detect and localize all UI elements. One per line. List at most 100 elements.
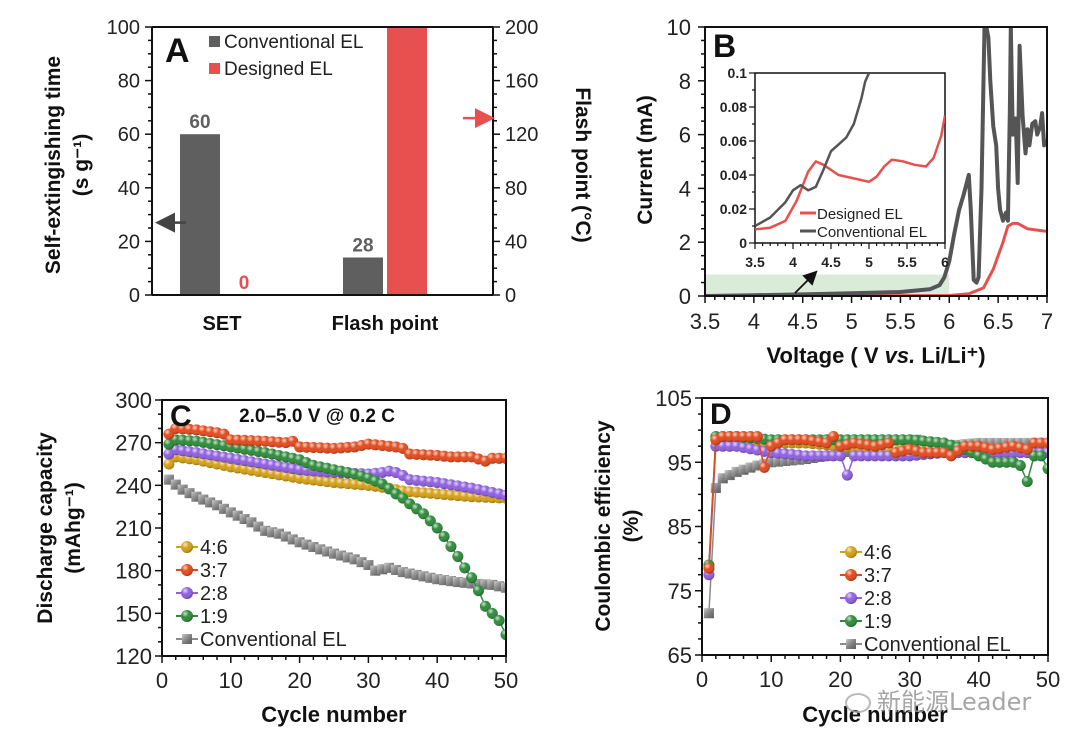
y-tick-label: 0 — [679, 284, 691, 309]
data-point-shade — [731, 466, 742, 477]
inset-x-tick-label: 5.5 — [897, 254, 917, 270]
series-line-conventional-el — [705, 27, 1047, 296]
inset-y-tick-label: 0.04 — [720, 167, 747, 183]
data-point-shade — [821, 437, 833, 449]
data-point-shade — [315, 544, 326, 555]
legend-label: 4:6 — [864, 542, 892, 564]
data-point-shade — [232, 510, 243, 521]
data-point-shade — [445, 540, 457, 552]
x-tick-label: 40 — [425, 668, 449, 693]
inset-legend-label: Conventional EL — [817, 224, 927, 241]
legend-label: 1:9 — [200, 606, 228, 628]
data-point-shade — [472, 585, 484, 597]
legend-swatch-shade — [181, 564, 193, 576]
panel-label-d: D — [710, 398, 732, 431]
data-point-shade — [717, 473, 728, 484]
data-point-shade — [267, 527, 278, 538]
x-tick-label-set: SET — [203, 313, 242, 335]
data-point-shade — [710, 482, 721, 493]
y-axis-label-left-unit: (s g⁻¹) — [70, 134, 93, 196]
data-point-shade — [500, 629, 506, 641]
data-point-shade — [439, 575, 450, 586]
y-tick-label-left: 0 — [129, 285, 140, 307]
y-tick-label: 105 — [655, 386, 692, 411]
data-point-shade — [246, 517, 257, 528]
data-point-shade — [752, 460, 763, 471]
data-point-shade — [425, 572, 436, 583]
inset-legend-label: Designed EL — [817, 206, 903, 223]
data-point-shade — [205, 497, 216, 508]
data-point-shade — [703, 608, 714, 619]
series-conventional-el — [163, 474, 506, 593]
data-label: 0 — [239, 273, 250, 294]
data-point-shade — [397, 567, 408, 578]
data-point-shade — [883, 437, 895, 449]
data-label: 60 — [189, 112, 210, 133]
data-point-shade — [1021, 476, 1033, 488]
data-point-shade — [500, 452, 506, 464]
y-tick-label-right: 120 — [505, 124, 538, 146]
legend-label: 2:8 — [200, 583, 228, 605]
data-point-shade — [987, 437, 998, 448]
data-point-shade — [301, 539, 312, 550]
x-tick-label: 4 — [748, 309, 760, 334]
x-tick-label: 0 — [156, 668, 168, 693]
inset-series-line-conventional-el — [755, 73, 871, 228]
panel-b-line-chart: 0 2 4 6 8 10 3.5 4 4.5 5 5.5 6 6.5 7 B 0 0.02 0.04 0.06 0… — [634, 15, 1053, 368]
data-point-shade — [494, 581, 505, 592]
data-point-shade — [1042, 437, 1048, 449]
x-tick-label: 4.5 — [787, 309, 818, 334]
panel-label-a: A — [165, 32, 190, 70]
x-axis-label: Cycle number — [802, 702, 948, 727]
x-tick-label: 10 — [219, 668, 243, 693]
data-point-shade — [738, 464, 749, 475]
watermark-text: 新能源Leader — [877, 688, 1032, 716]
y-axis-label: Coulombic efficiency — [592, 420, 615, 632]
data-point-shade — [452, 577, 463, 588]
legend-swatch-shade — [845, 592, 857, 604]
data-point-shade — [751, 431, 763, 443]
legend-swatch-conventional — [209, 36, 220, 47]
watermark: 新能源Leader — [845, 682, 1031, 717]
data-point-shade — [212, 500, 223, 511]
y-axis-label-unit: (mAhg⁻¹) — [62, 482, 85, 574]
x-tick-label: 50 — [494, 668, 518, 693]
y-tick-label: 300 — [115, 388, 152, 413]
inset-series-line-designed-el — [755, 115, 945, 231]
bar-conventional-flash-point — [343, 257, 383, 295]
legend-label: 1:9 — [864, 611, 892, 633]
data-point-shade — [445, 576, 456, 587]
data-point-shade — [329, 548, 339, 559]
inset-x-tick-label: 6 — [941, 254, 949, 270]
data-point-shade — [390, 564, 401, 575]
data-point-shade — [424, 515, 436, 527]
x-tick-label: 5 — [845, 309, 857, 334]
data-point-shade — [191, 491, 202, 502]
data-point-shade — [225, 507, 236, 518]
legend-swatch-shade — [845, 569, 857, 581]
x-tick-label: 10 — [759, 667, 783, 692]
data-point-shade — [170, 479, 181, 490]
legend-label: 2:8 — [864, 588, 892, 610]
x-tick-label: 20 — [287, 668, 311, 693]
inset-y-tick-label: 0.08 — [720, 99, 747, 115]
y-tick-label: 10 — [667, 15, 691, 40]
x-tick-label: 6.5 — [983, 309, 1014, 334]
data-point-shade — [287, 534, 298, 545]
data-point-shade — [335, 550, 346, 561]
panel-label-b: B — [713, 28, 736, 64]
legend-label: 4:6 — [200, 537, 228, 559]
data-point-shade — [273, 528, 284, 539]
data-point-shade — [363, 559, 374, 570]
y-tick-label-left: 40 — [118, 178, 140, 200]
y-tick-label-right: 160 — [505, 71, 538, 93]
y-tick-label-right: 80 — [505, 178, 527, 200]
data-point-shade — [184, 488, 195, 499]
data-point-shade — [356, 557, 367, 568]
y-tick-label-left: 60 — [118, 124, 140, 146]
data-point-shade — [431, 522, 443, 534]
x-tick-label: 0 — [696, 667, 708, 692]
inset-x-tick-label: 4 — [789, 254, 797, 270]
inset-x-tick-label: 4.5 — [821, 254, 841, 270]
x-tick-label: 6 — [943, 309, 955, 334]
